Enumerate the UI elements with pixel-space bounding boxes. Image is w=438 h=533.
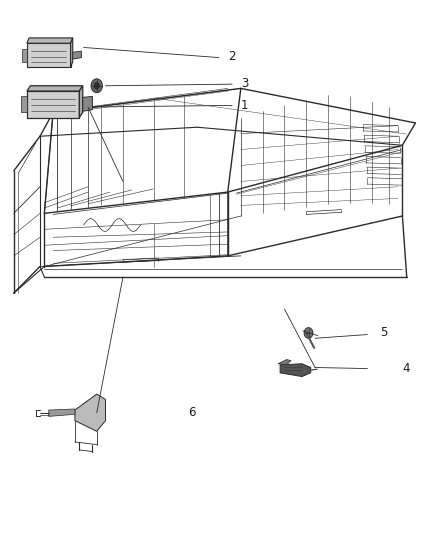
Circle shape — [304, 328, 313, 338]
Polygon shape — [79, 86, 83, 118]
Text: 2: 2 — [228, 50, 235, 63]
Polygon shape — [75, 394, 106, 431]
Polygon shape — [73, 51, 81, 59]
Polygon shape — [27, 91, 79, 118]
Circle shape — [81, 401, 100, 424]
Text: 3: 3 — [241, 77, 248, 90]
Polygon shape — [71, 38, 73, 67]
Polygon shape — [27, 38, 73, 43]
Text: 1: 1 — [241, 99, 248, 112]
Polygon shape — [83, 96, 92, 111]
Circle shape — [88, 410, 92, 415]
Polygon shape — [49, 409, 75, 416]
Text: 4: 4 — [403, 362, 410, 375]
Polygon shape — [21, 49, 27, 62]
Circle shape — [88, 106, 91, 109]
Circle shape — [88, 101, 91, 104]
Circle shape — [94, 83, 99, 89]
Polygon shape — [21, 96, 27, 112]
Circle shape — [91, 79, 102, 93]
Polygon shape — [27, 86, 83, 91]
Text: 6: 6 — [188, 406, 196, 419]
Polygon shape — [280, 364, 311, 376]
Polygon shape — [27, 43, 71, 67]
Circle shape — [85, 406, 95, 419]
Text: 5: 5 — [381, 326, 388, 340]
Polygon shape — [278, 360, 291, 365]
